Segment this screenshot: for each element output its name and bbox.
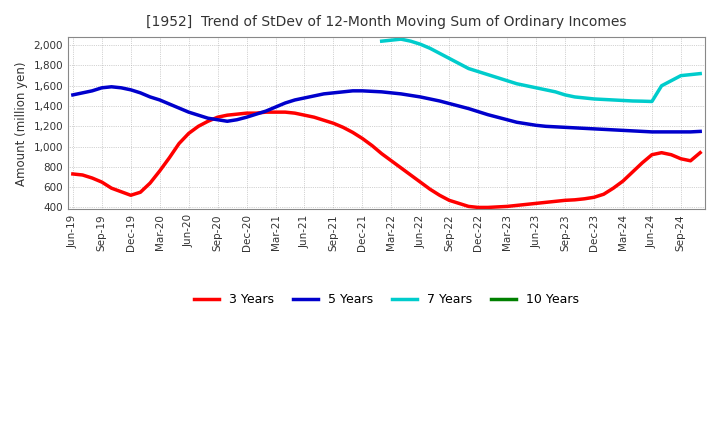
7 Years xyxy=(377,39,386,44)
7 Years xyxy=(426,46,434,51)
7 Years xyxy=(484,72,492,77)
5 Years xyxy=(570,125,579,131)
7 Years xyxy=(618,98,627,103)
7 Years xyxy=(667,78,675,83)
3 Years xyxy=(271,110,280,115)
7 Years xyxy=(599,97,608,102)
5 Years xyxy=(647,129,656,135)
Line: 5 Years: 5 Years xyxy=(73,87,700,132)
7 Years xyxy=(541,87,550,92)
Title: [1952]  Trend of StDev of 12-Month Moving Sum of Ordinary Incomes: [1952] Trend of StDev of 12-Month Moving… xyxy=(146,15,627,29)
7 Years xyxy=(629,98,637,103)
7 Years xyxy=(416,41,425,47)
7 Years xyxy=(513,81,521,86)
7 Years xyxy=(397,37,405,42)
3 Years xyxy=(474,205,482,210)
7 Years xyxy=(445,56,454,61)
7 Years xyxy=(686,72,695,77)
7 Years xyxy=(696,71,704,76)
7 Years xyxy=(464,66,473,71)
7 Years xyxy=(580,95,589,101)
7 Years xyxy=(503,78,511,83)
7 Years xyxy=(474,69,482,74)
3 Years xyxy=(696,150,704,155)
7 Years xyxy=(454,61,463,66)
3 Years xyxy=(358,136,366,141)
5 Years xyxy=(233,117,241,122)
7 Years xyxy=(406,39,415,44)
5 Years xyxy=(348,88,357,93)
3 Years xyxy=(117,189,125,194)
7 Years xyxy=(436,51,444,56)
Line: 3 Years: 3 Years xyxy=(73,112,700,207)
7 Years xyxy=(657,83,666,88)
7 Years xyxy=(590,96,598,102)
7 Years xyxy=(647,99,656,104)
7 Years xyxy=(561,92,570,98)
5 Years xyxy=(68,92,77,98)
3 Years xyxy=(223,113,232,118)
7 Years xyxy=(493,75,502,81)
7 Years xyxy=(609,97,618,103)
7 Years xyxy=(387,37,396,43)
3 Years xyxy=(261,110,270,115)
5 Years xyxy=(271,104,280,110)
3 Years xyxy=(580,196,589,202)
Y-axis label: Amount (million yen): Amount (million yen) xyxy=(15,61,28,186)
5 Years xyxy=(696,129,704,134)
7 Years xyxy=(532,85,541,91)
5 Years xyxy=(127,87,135,92)
7 Years xyxy=(638,99,647,104)
3 Years xyxy=(348,130,357,135)
7 Years xyxy=(570,94,579,99)
3 Years xyxy=(68,171,77,176)
7 Years xyxy=(677,73,685,78)
5 Years xyxy=(107,84,116,89)
7 Years xyxy=(522,83,531,88)
Legend: 3 Years, 5 Years, 7 Years, 10 Years: 3 Years, 5 Years, 7 Years, 10 Years xyxy=(189,288,584,311)
Line: 7 Years: 7 Years xyxy=(382,39,700,102)
5 Years xyxy=(358,88,366,93)
7 Years xyxy=(551,89,559,95)
